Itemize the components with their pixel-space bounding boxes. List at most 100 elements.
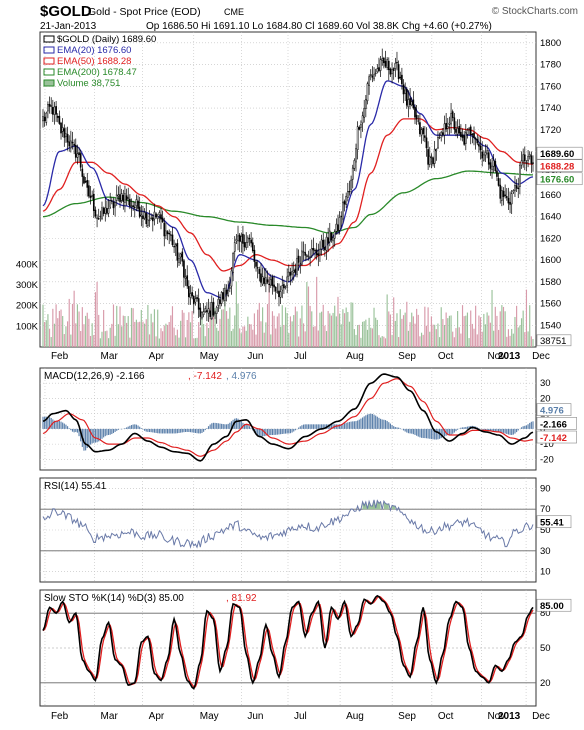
candle-body	[201, 313, 202, 318]
candle-body	[155, 214, 156, 217]
macd-hist-bar	[251, 428, 252, 429]
candle-body	[513, 190, 514, 192]
candle-body	[282, 286, 283, 291]
candle-body	[264, 278, 265, 283]
macd-hist-bar	[457, 429, 458, 430]
candle-body	[390, 69, 391, 74]
volume-bar	[123, 316, 124, 347]
macd-hist-bar	[149, 429, 150, 432]
candle-body	[416, 115, 417, 119]
candle-body	[283, 284, 284, 288]
volume-bar	[56, 304, 57, 347]
volume-bar	[155, 336, 156, 347]
candle-body	[467, 130, 468, 134]
volume-bar	[421, 333, 422, 347]
candle-body	[154, 212, 155, 219]
candle-body	[62, 127, 63, 131]
volume-bar	[65, 326, 66, 347]
candle-body	[190, 293, 191, 297]
candle-body	[52, 107, 53, 114]
volume-bar	[349, 322, 350, 347]
macd-hist-bar	[269, 429, 270, 435]
volume-bar	[160, 328, 161, 347]
macd-hist-bar	[115, 429, 116, 432]
volume-bar	[97, 282, 98, 347]
month-label-bottom: Oct	[438, 711, 454, 722]
candle-body	[103, 208, 104, 213]
candle-body	[254, 250, 255, 261]
macd-hist-bar	[152, 429, 153, 433]
candle-body	[447, 126, 448, 128]
volume-bar	[406, 302, 407, 347]
macd-hist-bar	[352, 421, 353, 429]
candle-body	[331, 233, 332, 240]
candle-body	[487, 151, 488, 154]
macd-hist-bar	[521, 427, 522, 429]
candle-body	[477, 139, 478, 143]
macd-hist-bar	[532, 421, 533, 429]
volume-bar	[110, 328, 111, 347]
macd-hist-bar	[293, 429, 294, 432]
candle-body	[70, 141, 71, 148]
volume-bar	[464, 316, 465, 347]
volume-bar	[42, 305, 43, 347]
candle-body	[329, 231, 330, 242]
candle-body	[69, 142, 70, 146]
volume-bar	[90, 336, 91, 347]
macd-hist-bar	[355, 421, 356, 429]
volume-bar	[264, 333, 265, 347]
candle-body	[115, 202, 116, 206]
symbol-title: $GOLD	[40, 3, 92, 20]
volume-bar	[329, 313, 330, 347]
volume-tick-label: 100K	[16, 321, 39, 332]
macd-hist-bar	[416, 429, 417, 436]
macd-hist-bar	[180, 429, 181, 433]
candle-body	[308, 256, 309, 257]
macd-hist-bar	[206, 428, 207, 429]
macd-hist-bar	[429, 429, 430, 439]
candle-body	[59, 116, 60, 123]
macd-hist-bar	[421, 429, 422, 438]
volume-tick-label: 200K	[16, 301, 39, 312]
macd-hist-bar	[528, 424, 529, 429]
candle-body	[395, 63, 396, 68]
volume-bar	[380, 338, 381, 347]
candle-body	[196, 297, 197, 298]
macd-hist-bar	[300, 426, 301, 429]
candle-body	[457, 128, 458, 134]
volume-bar	[244, 326, 245, 347]
volume-bar	[485, 324, 486, 347]
volume-bar	[139, 322, 140, 347]
volume-bar	[193, 339, 194, 347]
volume-bar	[51, 337, 52, 347]
price-close-tag: 1689.60	[540, 149, 574, 160]
macd-hist-bar	[455, 429, 456, 431]
macd-hist-bar	[514, 429, 515, 434]
macd-hist-bar	[395, 427, 396, 429]
volume-bar	[442, 319, 443, 347]
month-label-top: Feb	[51, 351, 69, 362]
volume-bar	[424, 307, 425, 347]
volume-bar	[273, 316, 274, 347]
macd-hist-bar	[188, 429, 189, 432]
macd-hist-bar	[97, 429, 98, 442]
macd-hist-bar	[411, 429, 412, 434]
volume-bar	[252, 330, 253, 347]
candle-body	[332, 238, 333, 241]
candle-body	[290, 272, 291, 275]
macd-hist-bar	[213, 423, 214, 429]
candle-body	[149, 220, 150, 221]
month-label-bottom: 2013	[498, 711, 521, 722]
candle-body	[223, 292, 224, 299]
volume-bar	[236, 281, 237, 347]
candle-body	[147, 220, 148, 226]
macd-hist-bar	[205, 429, 206, 430]
macd-hist-bar	[305, 424, 306, 429]
candle-body	[406, 89, 407, 105]
macd-hist-bar	[369, 414, 370, 429]
candle-body	[359, 127, 360, 129]
volume-bar	[144, 324, 145, 347]
volume-bar	[311, 311, 312, 347]
price-tick-label: 1800	[540, 38, 561, 49]
